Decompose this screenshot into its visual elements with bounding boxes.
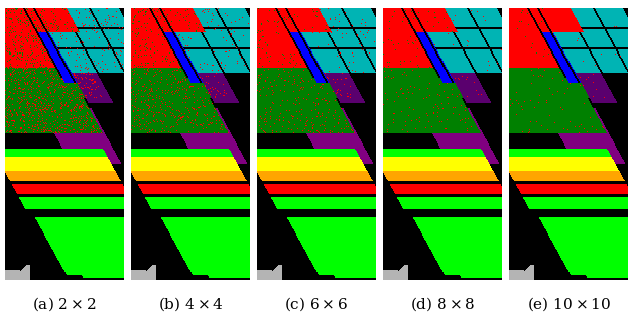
Text: (e) $10 \times 10$: (e) $10 \times 10$ xyxy=(527,296,611,313)
Text: (d) $8 \times 8$: (d) $8 \times 8$ xyxy=(410,296,476,313)
Text: (b) $4 \times 4$: (b) $4 \times 4$ xyxy=(157,296,223,313)
Text: (c) $6 \times 6$: (c) $6 \times 6$ xyxy=(284,296,349,313)
Text: (a) $2 \times 2$: (a) $2 \times 2$ xyxy=(32,296,97,313)
